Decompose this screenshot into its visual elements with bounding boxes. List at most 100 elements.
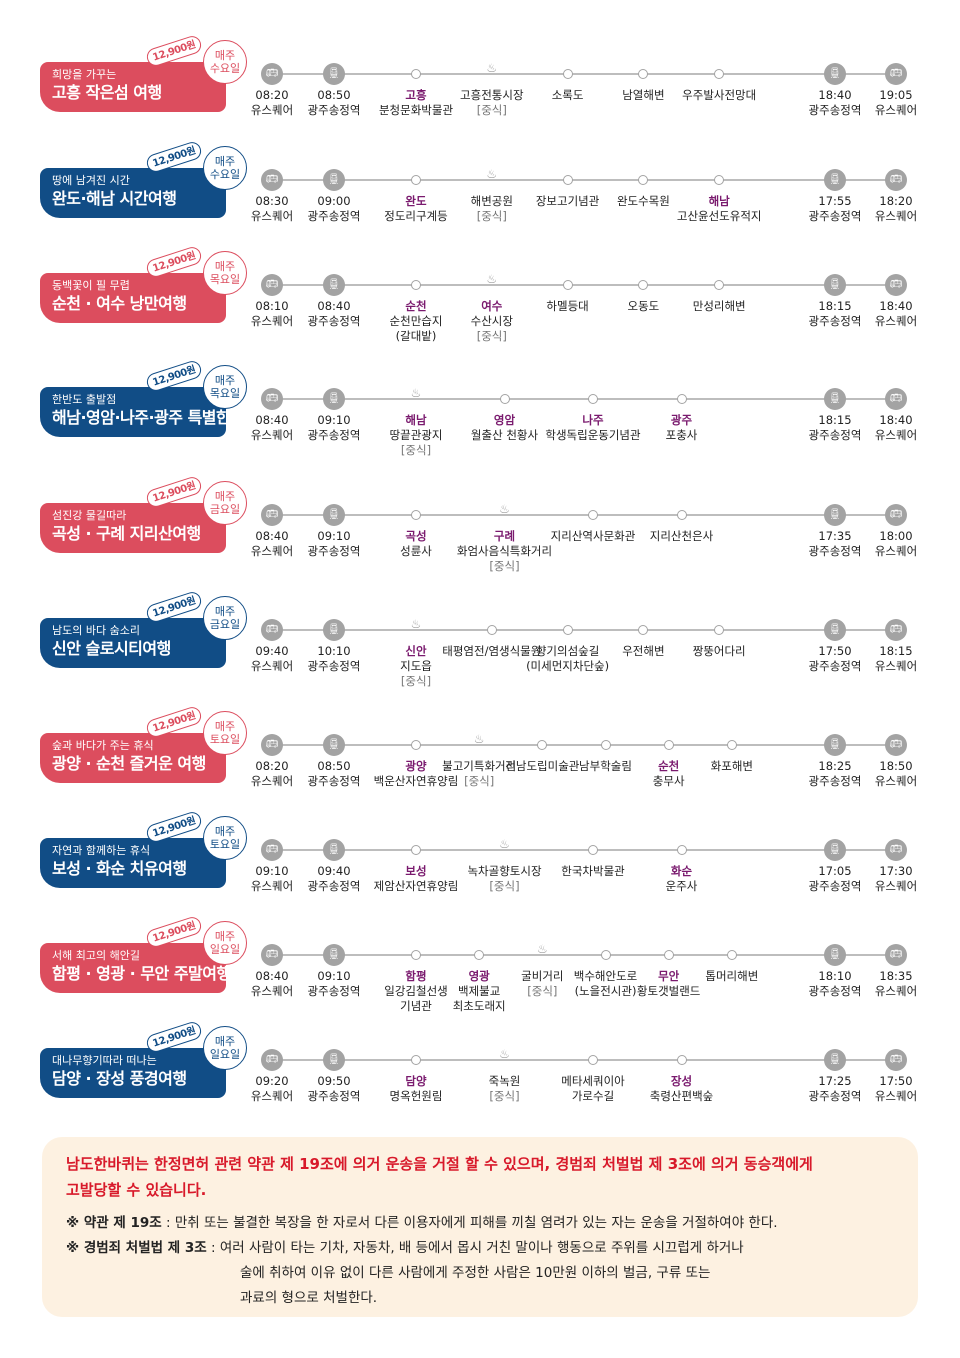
stop-label: 보성 제암산자연휴양림 bbox=[346, 864, 486, 894]
train-icon: 🚆︎ bbox=[323, 388, 345, 410]
day-badge: 매주 수요일 bbox=[203, 146, 247, 190]
day-badge: 매주 금요일 bbox=[203, 596, 247, 640]
tour-row[interactable]: 희망을 가꾸는 고흥 작은섬 여행 12,900원 매주 수요일 🚌︎ 08:20 유스퀘어 🚆… bbox=[0, 33, 960, 140]
tour-title: 곡성 · 구례 지리산여행 bbox=[52, 524, 201, 543]
stop-name: 녹차골향토시장 bbox=[467, 864, 542, 878]
stop-label: 태평염전/염생식물원 bbox=[422, 644, 562, 659]
tour-row[interactable]: 섬진강 물길따라 곡성 · 구례 지리산여행 12,900원 매주 금요일 🚌︎ 08:40… bbox=[0, 474, 960, 581]
tour-title: 해남·영암·나주·광주 특별한여행 bbox=[52, 408, 259, 427]
stop-dot-icon bbox=[411, 1055, 421, 1065]
stop-label: 지리산천은사 bbox=[612, 529, 752, 544]
stop-name: 유스퀘어 bbox=[874, 428, 918, 442]
stop-dot-icon bbox=[676, 845, 687, 855]
tour-title-tag[interactable]: 숲과 바다가 주는 휴식 광양 · 순천 즐거운 여행 bbox=[40, 733, 226, 783]
stop-dot-icon bbox=[676, 1055, 687, 1065]
stop-name: 명옥헌원림 bbox=[389, 1089, 443, 1103]
train-icon: 🚆︎ bbox=[824, 169, 846, 191]
stop-time: 18:35 bbox=[879, 969, 913, 983]
stop-label: 남부학술림 bbox=[536, 759, 676, 774]
route-line bbox=[272, 179, 896, 181]
stop-label: 메타세쿼이아 가로수길 bbox=[523, 1074, 663, 1104]
stop-time: 09:10 bbox=[317, 529, 351, 543]
day-badge-text: 매주 bbox=[214, 49, 236, 62]
stop-name: 광주송정역 bbox=[808, 774, 862, 788]
bus-icon: 🚌︎ bbox=[261, 63, 283, 85]
tour-title-tag[interactable]: 대나무향기따라 떠나는 담양 · 장성 풍경여행 bbox=[40, 1048, 226, 1098]
stop-name: 광주송정역 bbox=[808, 428, 862, 442]
stop-name: 유스퀘어 bbox=[250, 544, 294, 558]
route-timeline: 🚌︎ 08:10 유스퀘어 🚆︎ 08:40 광주송정역 순천 순천만습지 (갈대밭) ♨ 여수 수산… bbox=[0, 251, 960, 351]
stop-label: 08:10 유스퀘어 bbox=[202, 299, 342, 329]
law-3: ※ 경범죄 처벌법 제 3조 : 여러 사람이 타는 기차, 자동차, 배 등에… bbox=[66, 1236, 894, 1261]
tour-row[interactable]: 땅에 남겨진 시간 완도·해남 시간여행 12,900원 매주 수요일 🚌︎ 08:30 유스… bbox=[0, 139, 960, 246]
stop-name: 유스퀘어 bbox=[250, 659, 294, 673]
stop-dot-icon bbox=[714, 175, 725, 185]
stop-name: 유스퀘어 bbox=[874, 659, 918, 673]
stop-name: 백제불교 bbox=[457, 984, 501, 998]
stop-dot-icon bbox=[411, 280, 421, 290]
day-badge: 매주 금요일 bbox=[203, 481, 247, 525]
stop-name: 광주송정역 bbox=[808, 879, 862, 893]
stop-name: 유스퀘어 bbox=[874, 774, 918, 788]
train-icon: 🚆︎ bbox=[323, 839, 345, 861]
stop-name: 포충사 bbox=[665, 428, 698, 442]
tour-row[interactable]: 자연과 함께하는 휴식 보성 · 화순 치유여행 12,900원 매주 토요일 🚌︎ 09:… bbox=[0, 809, 960, 916]
tour-row[interactable]: 대나무향기따라 떠나는 담양 · 장성 풍경여행 12,900원 매주 일요일 🚌︎ 09:… bbox=[0, 1019, 960, 1126]
lunch-label: [중식] bbox=[400, 443, 432, 457]
day-badge-text: 금요일 bbox=[209, 503, 241, 516]
stop-label: 17:50 광주송정역 bbox=[765, 644, 905, 674]
tour-title-tag[interactable]: 섬진강 물길따라 곡성 · 구례 지리산여행 bbox=[40, 503, 226, 553]
stop-label: 18:40 광주송정역 bbox=[765, 88, 905, 118]
day-badge-text: 매주 bbox=[214, 930, 236, 943]
stop-label: 영암 월출산 천황사 bbox=[435, 413, 575, 443]
tour-title-tag[interactable]: 땅에 남겨진 시간 완도·해남 시간여행 bbox=[40, 168, 226, 218]
stop-name: 유스퀘어 bbox=[874, 984, 918, 998]
bus-icon: 🚌︎ bbox=[885, 504, 907, 526]
stop-label: 해남 고산윤선도유적지 bbox=[649, 194, 789, 224]
tour-title-tag[interactable]: 한반도 출발점 해남·영암·나주·광주 특별한여행 bbox=[40, 387, 259, 437]
bus-icon: 🚌︎ bbox=[885, 388, 907, 410]
bus-icon: 🚌︎ bbox=[261, 1049, 283, 1071]
tour-title-tag[interactable]: 자연과 함께하는 휴식 보성 · 화순 치유여행 bbox=[40, 838, 226, 888]
stop-name: 광주송정역 bbox=[307, 659, 361, 673]
meal-bowl-icon: ♨ bbox=[486, 61, 498, 75]
stop-label: 남열해변 bbox=[573, 88, 713, 103]
stop-name: 광주송정역 bbox=[808, 314, 862, 328]
tour-title-tag[interactable]: 서해 최고의 해안길 함평 · 영광 · 무안 주말여행 bbox=[40, 943, 231, 993]
stop-time: 09:00 bbox=[317, 194, 351, 208]
tour-row[interactable]: 숲과 바다가 주는 휴식 광양 · 순천 즐거운 여행 12,900원 매주 토요일 🚌︎… bbox=[0, 704, 960, 811]
tour-row[interactable]: 남도의 바다 숨소리 신안 슬로시티여행 12,900원 매주 금요일 🚌︎ 09:40 유스… bbox=[0, 589, 960, 696]
notice-box: 남도한바퀴는 한정면허 관련 약관 제 19조에 의거 운송을 거절 할 수 있… bbox=[42, 1137, 918, 1317]
bus-icon: 🚌︎ bbox=[885, 1049, 907, 1071]
stop-label: 18:40 유스퀘어 bbox=[826, 299, 960, 329]
stop-label: 09:10 광주송정역 bbox=[264, 529, 404, 559]
train-icon: 🚆︎ bbox=[323, 504, 345, 526]
tour-title-tag[interactable]: 동백꽃이 필 무렵 순천 · 여수 낭만여행 bbox=[40, 273, 226, 323]
tour-row[interactable]: 서해 최고의 해안길 함평 · 영광 · 무안 주말여행 12,900원 매주 일요일 🚌… bbox=[0, 914, 960, 1021]
tour-row[interactable]: 한반도 출발점 해남·영암·나주·광주 특별한여행 12,900원 매주 목요일 🚌︎ 08… bbox=[0, 358, 960, 465]
stop-name: 광주송정역 bbox=[307, 984, 361, 998]
stop-label: 광주 포충사 bbox=[612, 413, 752, 443]
day-badge-text: 수요일 bbox=[209, 62, 241, 75]
stop-label: 18:40 유스퀘어 bbox=[826, 413, 960, 443]
tour-title-tag[interactable]: 남도의 바다 숨소리 신안 슬로시티여행 bbox=[40, 618, 226, 668]
stop-time: 17:55 bbox=[818, 194, 852, 208]
stop-name: (갈대밭) bbox=[395, 329, 437, 343]
stop-name: 태평염전/염생식물원 bbox=[442, 644, 542, 658]
stop-dot-icon bbox=[588, 1055, 598, 1065]
stop-dot-icon bbox=[562, 625, 573, 635]
bus-icon: 🚌︎ bbox=[261, 619, 283, 641]
stop-dot-icon bbox=[638, 280, 649, 290]
route-line bbox=[272, 1059, 896, 1061]
stop-time: 17:25 bbox=[818, 1074, 852, 1088]
stop-label: 곡성 성륜사 bbox=[346, 529, 486, 559]
stop-dot-icon bbox=[588, 394, 598, 404]
route-line bbox=[272, 629, 896, 631]
tour-title-tag[interactable]: 희망을 가꾸는 고흥 작은섬 여행 bbox=[40, 62, 226, 112]
day-badge: 매주 토요일 bbox=[203, 711, 247, 755]
day-badge-text: 금요일 bbox=[209, 618, 241, 631]
stop-dot-icon bbox=[411, 845, 421, 855]
tour-row[interactable]: 동백꽃이 필 무렵 순천 · 여수 낭만여행 12,900원 매주 목요일 🚌︎ 08:10… bbox=[0, 244, 960, 351]
stop-label: 18:10 광주송정역 bbox=[765, 969, 905, 999]
stop-dot-icon bbox=[663, 740, 674, 750]
